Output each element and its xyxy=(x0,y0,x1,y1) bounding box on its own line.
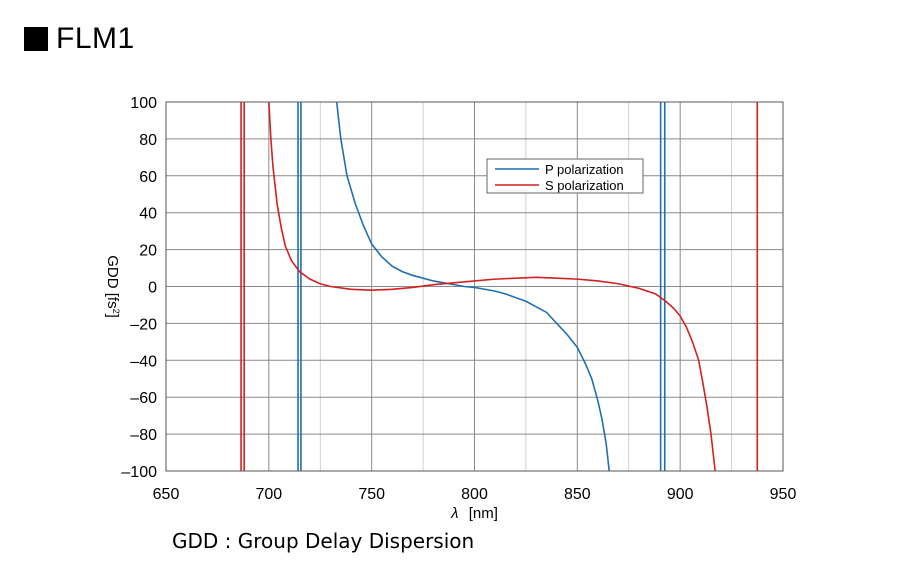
series-p-polarization-line xyxy=(335,102,611,471)
y-tick-label: 80 xyxy=(139,132,157,149)
x-tick-label: 700 xyxy=(255,486,282,503)
x-tick-labels: 650 700 750 800 850 900 950 xyxy=(153,486,797,503)
x-tick-label: 900 xyxy=(667,486,694,503)
x-tick-label: 850 xyxy=(564,486,591,503)
y-tick-label: –40 xyxy=(130,353,157,370)
y-tick-label: 0 xyxy=(148,280,157,297)
y-axis-label-sup: 2 xyxy=(111,309,121,314)
x-tick-label: 750 xyxy=(358,486,385,503)
series-lines xyxy=(240,102,759,471)
x-tick-label: 800 xyxy=(461,486,488,503)
y-tick-label: 60 xyxy=(139,169,157,186)
x-axis-label: λ [nm] xyxy=(450,505,498,522)
y-axis-label: GDD [fs2] xyxy=(104,255,121,318)
y-tick-label: 20 xyxy=(139,243,157,260)
page-title: FLM1 xyxy=(56,22,135,55)
y-tick-label: 40 xyxy=(139,206,157,223)
square-bullet-icon xyxy=(24,27,48,51)
x-axis-unit: [nm] xyxy=(469,505,498,522)
y-tick-labels: 100 80 60 40 20 0 –20 –40 –60 –80 –100 xyxy=(121,95,157,481)
series-s-polarization-line xyxy=(268,102,716,471)
y-axis-label-main: GDD [fs xyxy=(104,255,121,308)
x-axis-symbol: λ xyxy=(450,505,458,522)
plot-frame xyxy=(165,101,784,472)
legend-label-p: P polarization xyxy=(545,162,624,177)
x-tick-label: 950 xyxy=(770,486,797,503)
legend: P polarization S polarization xyxy=(486,158,644,194)
y-tick-label: 100 xyxy=(130,95,157,112)
footer-caption: GDD : Group Delay Dispersion xyxy=(172,529,475,553)
chart-heading: FLM1 xyxy=(24,22,135,56)
y-axis-label-end: ] xyxy=(104,314,121,318)
x-tick-label: 650 xyxy=(153,486,180,503)
legend-label-s: S polarization xyxy=(545,178,624,193)
y-tick-label: –100 xyxy=(121,464,157,481)
y-tick-label: –60 xyxy=(130,390,157,407)
legend-box xyxy=(486,158,644,194)
grid-lines xyxy=(165,101,784,472)
y-tick-label: –80 xyxy=(130,427,157,444)
y-tick-label: –20 xyxy=(130,316,157,333)
